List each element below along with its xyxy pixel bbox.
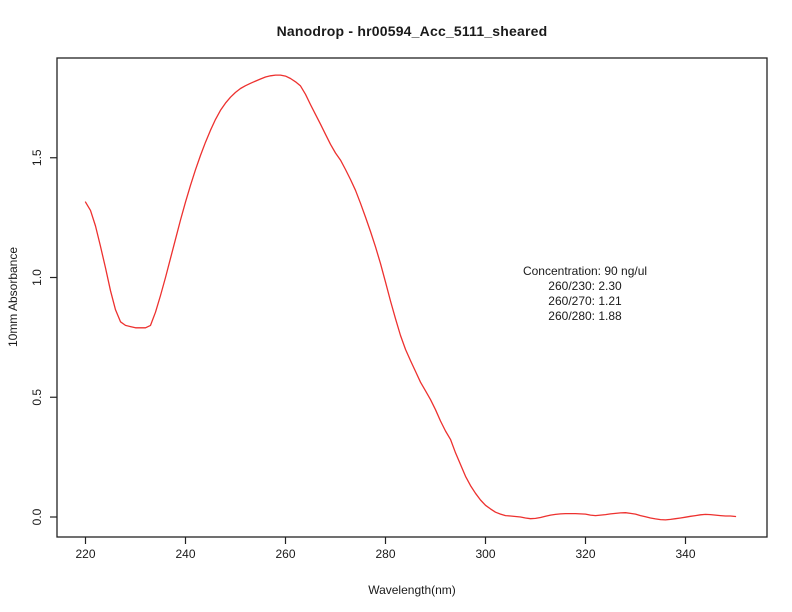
annotation-line-260-280: 260/280: 1.88 xyxy=(548,309,622,323)
y-tick-label: 1.5 xyxy=(30,149,44,166)
x-tick-label: 340 xyxy=(675,547,695,561)
x-tick-label: 220 xyxy=(75,547,95,561)
x-tick-label: 320 xyxy=(575,547,595,561)
y-tick-label: 0.0 xyxy=(30,508,44,525)
annotation-line-260-270: 260/270: 1.21 xyxy=(548,294,622,308)
y-axis-label: 10mm Absorbance xyxy=(6,246,20,348)
x-tick-label: 300 xyxy=(475,547,495,561)
x-tick-label: 260 xyxy=(275,547,295,561)
annotation-block: Concentration: 90 ng/ul 260/230: 2.30 26… xyxy=(465,264,705,324)
x-axis-label: Wavelength(nm) xyxy=(368,583,456,597)
y-tick-label: 1.0 xyxy=(30,269,44,286)
annotation-line-concentration: Concentration: 90 ng/ul xyxy=(522,264,648,278)
absorbance-curve xyxy=(84,74,737,521)
plot-box xyxy=(56,57,768,538)
y-tick-label: 0.5 xyxy=(30,389,44,406)
annotation-line-260-230: 260/230: 2.30 xyxy=(548,279,622,293)
x-tick-label: 240 xyxy=(175,547,195,561)
x-tick-label: 280 xyxy=(375,547,395,561)
chart-title: Nanodrop - hr00594_Acc_5111_sheared xyxy=(276,23,548,39)
